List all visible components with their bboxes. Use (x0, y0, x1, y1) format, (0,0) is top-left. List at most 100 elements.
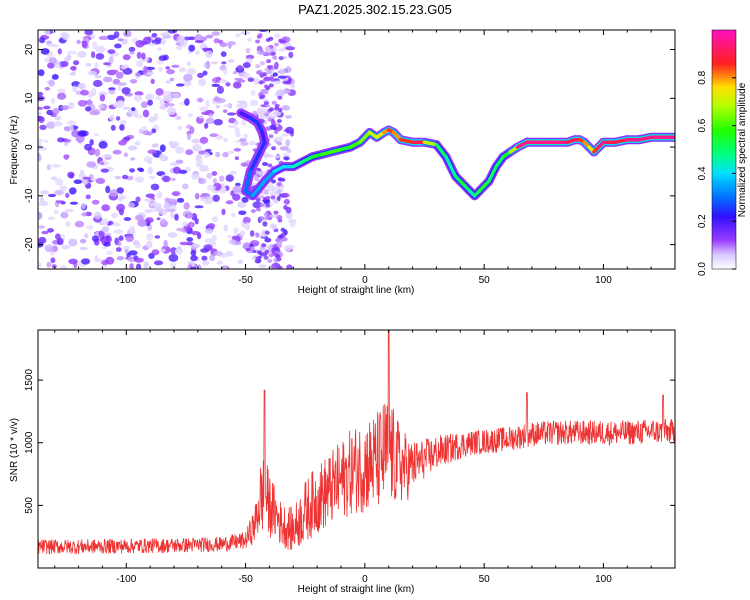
noise-speckle (80, 169, 85, 176)
noise-speckle (259, 61, 265, 66)
noise-speckle (277, 189, 283, 194)
ridge-segment (262, 169, 276, 183)
noise-speckle (264, 249, 270, 254)
noise-speckle (122, 54, 131, 61)
noise-speckle (198, 115, 204, 119)
noise-speckle (44, 244, 54, 248)
noise-speckle (258, 80, 264, 85)
noise-speckle (151, 32, 158, 38)
noise-speckle (38, 153, 42, 162)
spectrogram-xlabel: Height of straight line (km) (298, 285, 415, 296)
noise-speckle (226, 112, 237, 116)
noise-speckle (147, 166, 153, 175)
noise-speckle (257, 195, 265, 199)
noise-speckle (73, 60, 80, 66)
noise-speckle (186, 132, 192, 141)
noise-speckle (115, 71, 124, 79)
ridge-segment (448, 164, 458, 179)
noise-speckle (190, 255, 198, 262)
noise-speckle (67, 50, 77, 55)
noise-speckle (160, 218, 166, 225)
noise-speckle (263, 255, 269, 260)
noise-speckle (65, 139, 72, 143)
snr-background (38, 330, 675, 568)
noise-speckle (134, 141, 141, 146)
noise-speckle (100, 161, 105, 165)
noise-speckle (181, 221, 188, 227)
noise-speckle (233, 148, 242, 152)
noise-speckle (171, 191, 180, 196)
noise-speckle (136, 60, 144, 68)
noise-speckle (199, 165, 210, 172)
noise-speckle (285, 211, 293, 220)
noise-speckle (276, 119, 282, 123)
y-tick-label: -10 (24, 188, 35, 203)
noise-speckle (243, 133, 248, 140)
noise-speckle (84, 143, 92, 151)
ridge-segment (613, 137, 630, 144)
noise-speckle (86, 161, 97, 168)
noise-speckle (223, 68, 228, 75)
noise-speckle (123, 152, 129, 157)
noise-speckle (280, 89, 291, 94)
noise-speckle (122, 174, 129, 180)
noise-speckle (215, 135, 224, 140)
noise-speckle (129, 51, 135, 55)
noise-speckle (118, 140, 127, 146)
page-title: PAZ1.2025.302.15.23.G05 (298, 2, 452, 17)
noise-speckle (270, 77, 275, 82)
noise-speckle (174, 248, 183, 255)
noise-speckle (126, 175, 134, 181)
ridge-segment (398, 137, 415, 144)
noise-speckle (237, 201, 247, 209)
noise-speckle (232, 193, 241, 201)
noise-speckle (203, 244, 213, 251)
noise-speckle (190, 249, 197, 257)
noise-speckle (283, 198, 290, 205)
noise-speckle (280, 192, 290, 198)
noise-speckle (186, 237, 194, 242)
noise-speckle (199, 136, 209, 144)
noise-speckle (260, 246, 266, 251)
noise-speckle (135, 72, 141, 77)
spectrogram-frame (37, 29, 676, 270)
noise-speckle (261, 243, 267, 248)
noise-speckle (151, 249, 160, 256)
noise-speckle (79, 246, 88, 251)
noise-speckle (273, 199, 279, 204)
noise-speckle (233, 227, 239, 235)
noise-speckle (67, 171, 75, 178)
noise-speckle (242, 72, 251, 79)
noise-speckle (234, 156, 239, 161)
noise-speckle (264, 154, 274, 158)
noise-speckle (136, 263, 142, 269)
colorbar-gradient (711, 29, 737, 270)
noise-speckle (228, 239, 237, 245)
noise-speckle (237, 65, 243, 70)
noise-speckle (142, 130, 151, 135)
noise-speckle (94, 61, 99, 70)
noise-speckle (150, 183, 160, 191)
noise-speckle (103, 241, 111, 247)
noise-speckle (221, 208, 226, 216)
noise-speckle (268, 65, 273, 70)
noise-speckle (119, 124, 125, 131)
ridge-segment (515, 140, 529, 149)
noise-speckle (215, 104, 220, 109)
x-tick-label: 50 (479, 574, 491, 585)
noise-speckle (206, 172, 213, 179)
noise-speckle (212, 216, 218, 223)
noise-speckle (60, 105, 70, 111)
ridge-segment (243, 169, 253, 193)
noise-speckle (159, 104, 167, 110)
noise-speckle (48, 57, 57, 64)
noise-speckle (203, 152, 211, 159)
x-tick-label: 50 (479, 275, 491, 286)
noise-speckle (159, 144, 166, 153)
noise-speckle (278, 56, 284, 61)
ridge-segment (637, 135, 653, 142)
noise-speckle (123, 217, 132, 221)
noise-speckle (223, 109, 228, 113)
noise-speckle (38, 200, 49, 207)
noise-speckle (148, 175, 156, 180)
